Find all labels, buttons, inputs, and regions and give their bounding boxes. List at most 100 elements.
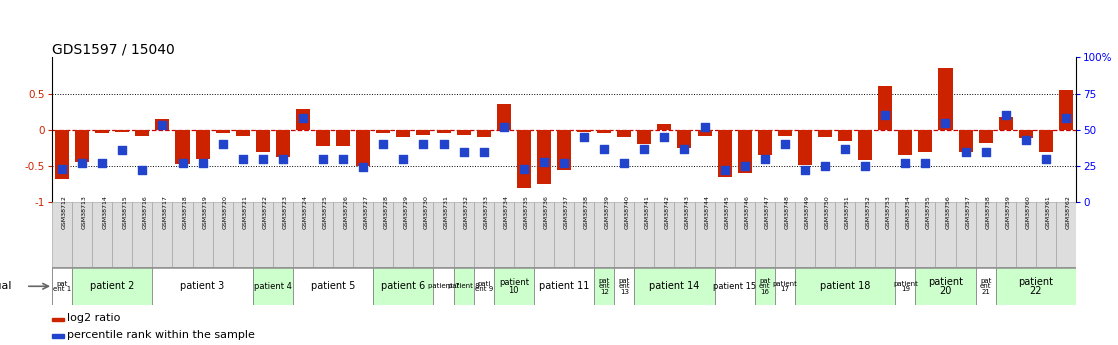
Bar — [216, 130, 229, 134]
Text: GSM38726: GSM38726 — [343, 195, 348, 229]
FancyBboxPatch shape — [494, 268, 534, 305]
Point — [716, 168, 733, 173]
FancyBboxPatch shape — [454, 202, 474, 267]
FancyBboxPatch shape — [152, 268, 253, 305]
Point — [495, 124, 513, 130]
Bar — [517, 130, 531, 188]
Bar — [357, 130, 370, 166]
FancyBboxPatch shape — [775, 202, 795, 267]
Point — [776, 141, 794, 147]
Text: GSM38733: GSM38733 — [484, 195, 489, 229]
Point — [1057, 116, 1074, 121]
Text: patient 7: patient 7 — [428, 283, 459, 289]
Text: GSM38730: GSM38730 — [424, 195, 428, 229]
Text: GSM38758: GSM38758 — [986, 195, 991, 229]
Text: GSM38725: GSM38725 — [323, 195, 328, 229]
Bar — [617, 130, 632, 137]
Bar — [296, 109, 310, 130]
FancyBboxPatch shape — [434, 268, 454, 305]
FancyBboxPatch shape — [192, 202, 212, 267]
Point — [897, 160, 915, 166]
FancyBboxPatch shape — [735, 202, 755, 267]
Bar — [577, 130, 591, 132]
Bar — [436, 130, 451, 134]
Text: patient
22: patient 22 — [1018, 277, 1053, 296]
FancyBboxPatch shape — [1055, 202, 1076, 267]
FancyBboxPatch shape — [795, 268, 896, 305]
Bar — [1059, 90, 1073, 130]
FancyBboxPatch shape — [654, 202, 674, 267]
FancyBboxPatch shape — [875, 202, 896, 267]
Bar — [55, 130, 69, 179]
Text: GSM38712: GSM38712 — [61, 195, 67, 229]
Text: log2 ratio: log2 ratio — [67, 313, 120, 323]
Text: GSM38748: GSM38748 — [785, 195, 789, 229]
Text: GSM38752: GSM38752 — [865, 195, 870, 229]
Text: patient 6: patient 6 — [381, 281, 426, 291]
Bar — [798, 130, 812, 165]
Point — [153, 123, 171, 128]
Point — [595, 146, 613, 151]
Point — [375, 141, 392, 147]
FancyBboxPatch shape — [53, 268, 72, 305]
Bar — [397, 130, 410, 137]
Text: GSM38759: GSM38759 — [1006, 195, 1011, 229]
FancyBboxPatch shape — [553, 202, 574, 267]
Bar — [496, 105, 511, 130]
Point — [53, 166, 70, 172]
FancyBboxPatch shape — [273, 202, 293, 267]
Point — [1036, 156, 1054, 161]
Text: GSM38722: GSM38722 — [263, 195, 268, 229]
Text: GSM38737: GSM38737 — [563, 195, 569, 229]
FancyBboxPatch shape — [534, 268, 594, 305]
Bar — [557, 130, 571, 170]
FancyBboxPatch shape — [112, 202, 132, 267]
Point — [415, 141, 433, 147]
FancyBboxPatch shape — [72, 268, 152, 305]
Bar — [657, 124, 672, 130]
Text: GSM38761: GSM38761 — [1045, 195, 1051, 229]
Point — [173, 160, 191, 166]
Text: GSM38755: GSM38755 — [926, 195, 930, 229]
Point — [796, 168, 814, 173]
Point — [615, 160, 633, 166]
FancyBboxPatch shape — [855, 202, 875, 267]
Bar — [758, 130, 771, 155]
Text: GSM38745: GSM38745 — [724, 195, 730, 229]
Text: pat
ent
21: pat ent 21 — [979, 278, 992, 295]
FancyBboxPatch shape — [976, 268, 996, 305]
Point — [214, 141, 231, 147]
Text: GSM38741: GSM38741 — [644, 195, 650, 229]
Text: GSM38740: GSM38740 — [624, 195, 629, 229]
Text: GSM38743: GSM38743 — [684, 195, 690, 229]
FancyBboxPatch shape — [614, 268, 634, 305]
Point — [455, 149, 473, 154]
Text: patient 2: patient 2 — [91, 281, 134, 291]
Bar — [859, 130, 872, 160]
Bar — [678, 130, 692, 148]
Text: patient 11: patient 11 — [539, 281, 589, 291]
Text: GSM38742: GSM38742 — [664, 195, 670, 229]
Point — [877, 112, 894, 118]
Bar — [256, 130, 269, 151]
Point — [93, 160, 111, 166]
Bar — [918, 130, 932, 151]
Bar — [456, 130, 471, 135]
Text: GSM38749: GSM38749 — [805, 195, 809, 229]
Text: GSM38718: GSM38718 — [182, 195, 188, 229]
Text: pat
ent 1: pat ent 1 — [53, 280, 72, 292]
Bar — [718, 130, 731, 177]
FancyBboxPatch shape — [996, 202, 1016, 267]
FancyBboxPatch shape — [1016, 202, 1036, 267]
Bar — [276, 130, 290, 157]
Point — [736, 163, 754, 169]
Point — [937, 120, 955, 125]
FancyBboxPatch shape — [674, 202, 694, 267]
FancyBboxPatch shape — [916, 202, 936, 267]
Point — [816, 163, 834, 169]
Point — [957, 149, 975, 154]
FancyBboxPatch shape — [956, 202, 976, 267]
FancyBboxPatch shape — [755, 268, 775, 305]
Text: GDS1597 / 15040: GDS1597 / 15040 — [53, 42, 174, 56]
Point — [1017, 137, 1035, 143]
